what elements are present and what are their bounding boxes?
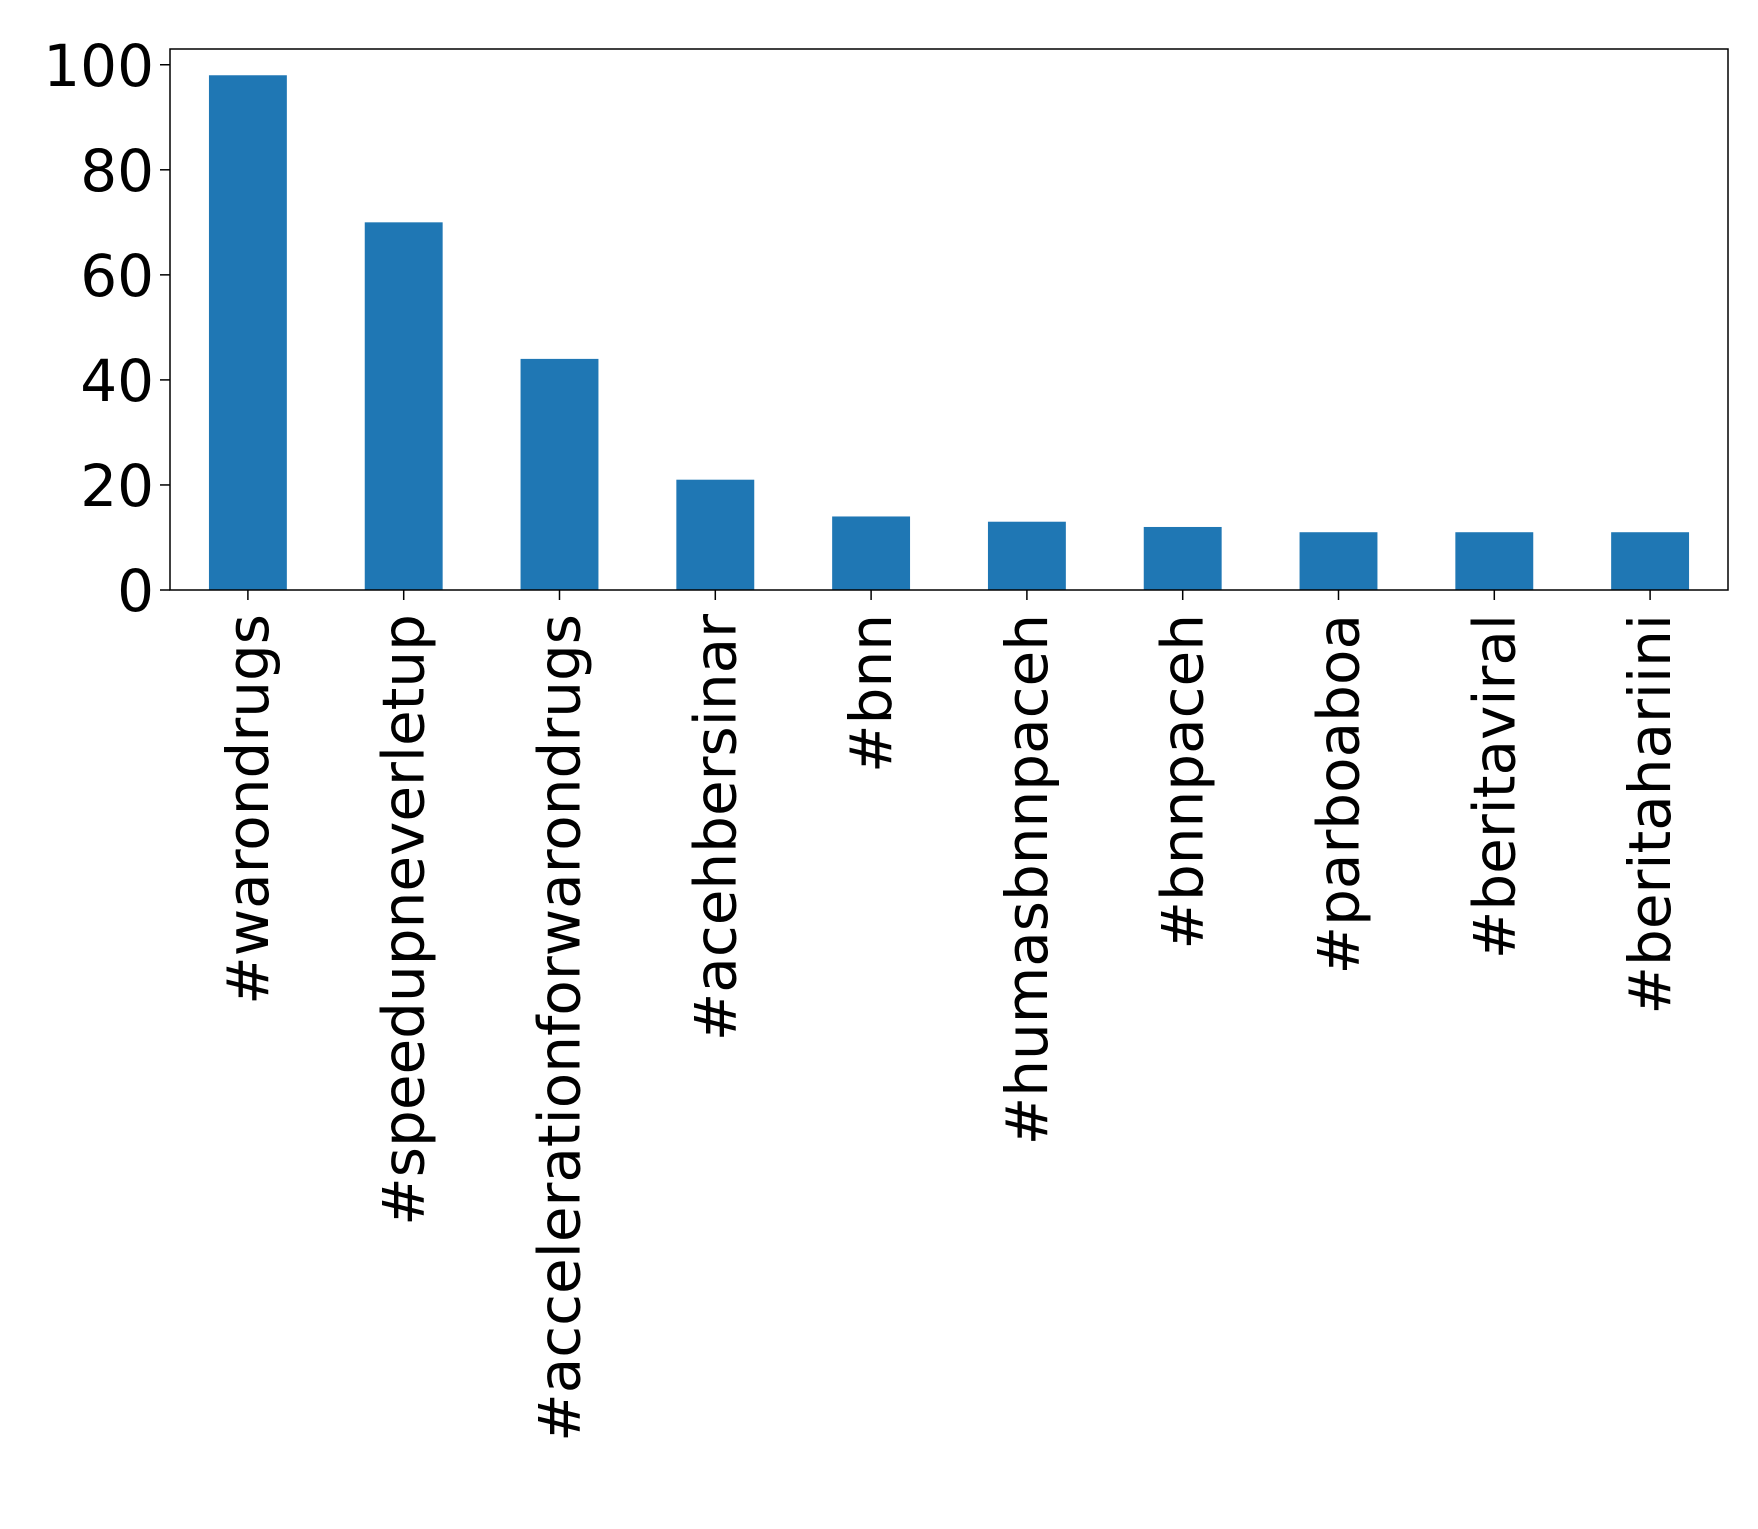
x-tick-label: #warondrugs	[214, 614, 282, 1005]
bars-group	[208, 75, 1690, 591]
bar-8	[1455, 532, 1534, 590]
bar-0	[208, 75, 287, 590]
x-tick-label: #accelerationforwarondrugs	[526, 614, 594, 1442]
y-tick-label: 100	[43, 32, 154, 100]
x-tick-label: #beritahariini	[1616, 614, 1684, 1015]
y-tick-label: 80	[80, 137, 154, 205]
y-tick-label: 60	[80, 242, 154, 310]
y-tick-label: 0	[117, 557, 154, 625]
bar-6	[1143, 526, 1222, 590]
x-axis: #warondrugs #speedupneverletup #accelerati…	[214, 590, 1684, 1442]
x-tick-label: #bnn	[837, 614, 905, 773]
y-tick-label: 20	[80, 452, 154, 520]
x-tick-label: #beritaviral	[1460, 614, 1528, 959]
x-tick-label: #speedupneverletup	[370, 614, 438, 1226]
x-tick-label: #acehbersinar	[681, 614, 749, 1041]
bar-4	[832, 516, 911, 590]
bar-9	[1611, 532, 1690, 590]
bar-2	[520, 358, 599, 590]
y-tick-label: 40	[80, 347, 154, 415]
y-axis: 0 20 40 60 80 100	[43, 32, 170, 625]
bar-5	[987, 521, 1066, 590]
bar-1	[364, 222, 443, 591]
bar-3	[676, 479, 755, 590]
bar-7	[1299, 532, 1378, 590]
x-tick-label: #humasbnnpaceh	[993, 614, 1061, 1145]
plot-area-frame	[169, 48, 1729, 591]
x-tick-label: #bnnpaceh	[1149, 614, 1217, 950]
x-tick-label: #parboaboa	[1305, 614, 1373, 975]
